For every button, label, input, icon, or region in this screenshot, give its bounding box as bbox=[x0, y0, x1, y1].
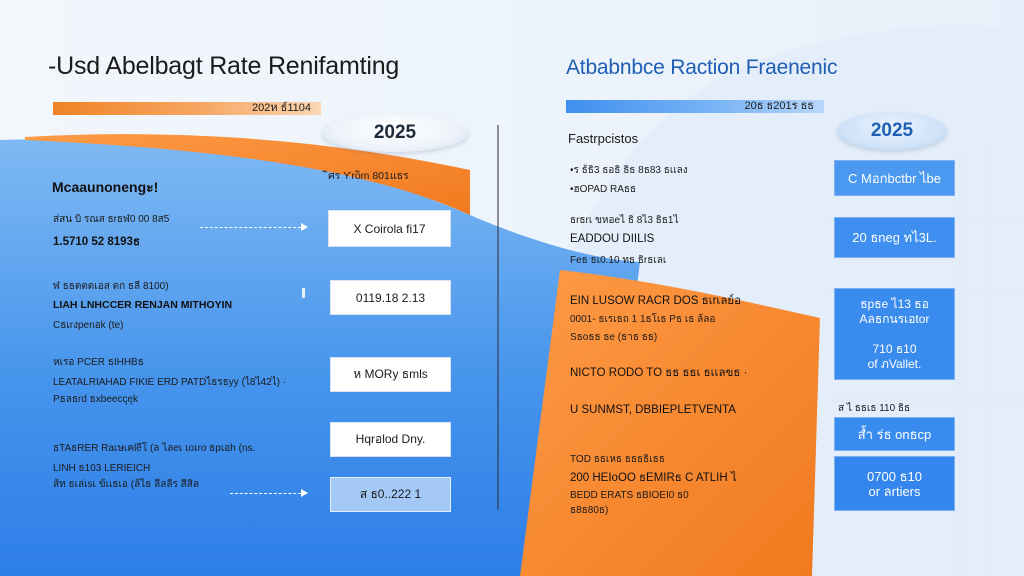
right-row-5: Feธ ธเ0.10 ทธ ธิrธเลเ bbox=[570, 255, 667, 266]
right-blue-box-1-label: C Mอกbctbr ไbe bbox=[847, 170, 942, 186]
right-title: Atbabnbce Raction Fraenenic bbox=[566, 56, 838, 79]
right-blue-box-5[interactable]: 0700 ธ10 or ลrtiers bbox=[834, 456, 955, 511]
left-g2-line3: Cธเrงpenอk (te) bbox=[53, 320, 124, 331]
right-blue-box-5-label: 0700 ธ10 or ลrtiers bbox=[867, 468, 922, 499]
left-box-1[interactable]: X Coirola fi17 bbox=[328, 210, 451, 247]
right-row-2: •ฮOPAD RAธธ bbox=[570, 184, 637, 195]
left-box-5[interactable]: ส ธ0..222 1 bbox=[330, 477, 451, 512]
left-g3-line2: LEATALRIAHAD FIKIE ERD PATDไธรธyy (ไ8ไ42… bbox=[53, 377, 287, 388]
left-g3-line1: หเรอ PCER ธIHHBธ bbox=[53, 357, 144, 368]
right-row-14: ธ8ธ80ธ) bbox=[570, 505, 609, 516]
left-callout: ิศร Ƴroิm 801แธร bbox=[328, 170, 409, 182]
left-g2-line2: LIAH LNHCCER RENJAN MITHOYIN bbox=[53, 299, 233, 311]
right-row-7: 0001- ธเรเธถ 1 1ธโเธ Pธ เธ ล้ลอ bbox=[570, 314, 716, 325]
right-year-pill[interactable]: 2025 bbox=[837, 112, 947, 150]
right-row-3: ธrธrเ ขหอeไ ธิ 8ไ3 ธิธ1ไ bbox=[570, 215, 679, 226]
right-row-11: TOD ธธเหธ ธธธธิเธธ bbox=[570, 454, 665, 465]
left-box-4[interactable]: Hqrอlod Dny. bbox=[330, 422, 451, 457]
tick-1 bbox=[302, 288, 305, 298]
left-g4-line2: LINH ธ103 LERIEICH bbox=[53, 463, 151, 474]
left-title: -Usd Abelbagt Rate Renifamting bbox=[48, 52, 400, 80]
left-timeline-bar: 202ห ธ์1104 bbox=[53, 102, 321, 115]
right-heading: Fastrpcistos bbox=[568, 131, 639, 146]
left-year-pill[interactable]: 2025 bbox=[322, 114, 468, 152]
left-box-3-label: ห MORy ธmls bbox=[353, 367, 428, 381]
right-blue-box-3-label: ธpธe ไ13 ธอ Aลธกนรเอtor 710 ธ10 of ภVall… bbox=[859, 296, 930, 371]
right-bar-label: 20ธ ธ201ร ธธ bbox=[744, 100, 814, 112]
right-row-8: Sธoธธ ธe (ธาธ ธธ) bbox=[570, 332, 658, 343]
right-small-label: ส ไ ธธเธ 110 ธิธ bbox=[838, 403, 911, 414]
left-box-1-label: X Coirola fi17 bbox=[353, 221, 426, 236]
left-g3-line3: Pธลธrd ธxbeeccุeุk bbox=[53, 394, 139, 405]
right-row-4: EADDOU DIILIS bbox=[570, 233, 655, 245]
left-box-5-label: ส ธ0..222 1 bbox=[359, 487, 422, 501]
left-year-label: 2025 bbox=[373, 122, 417, 143]
right-row-13: BEDD ERATS ธBIOEI0 ธ0 bbox=[570, 490, 689, 501]
left-box-3[interactable]: ห MORy ธmls bbox=[330, 357, 451, 392]
left-box-2-label: 0119.18 2.13 bbox=[355, 290, 426, 305]
right-blue-box-4-label: ส้ำ ร่ธ onธcp bbox=[857, 426, 932, 442]
right-row-6: EIN LUSOW RACR DOS ธเrเลย์อ bbox=[570, 295, 742, 307]
right-blue-box-1[interactable]: C Mอกbctbr ไbe bbox=[834, 160, 955, 196]
right-blue-box-2-label: 20 ธneg ทไ3L. bbox=[852, 230, 937, 245]
left-box-4-label: Hqrอlod Dny. bbox=[355, 432, 426, 446]
right-blue-box-2[interactable]: 20 ธneg ทไ3L. bbox=[834, 217, 955, 258]
right-row-9: NICTO RODO TO ธธ ธธเ ธเเลขธ · bbox=[570, 367, 748, 379]
arrow-2 bbox=[230, 489, 308, 497]
left-g2-line1: ฬ ธธตตตเอส ตก ธลี 8100) bbox=[53, 281, 169, 292]
left-g4-line1: ธTAธRER Raเษเคleีโ (ล ไลeเ เoเro ธpเอh (… bbox=[53, 443, 256, 454]
right-timeline-bar: 20ธ ธ201ร ธธ bbox=[566, 100, 824, 113]
left-bar-label: 202ห ธ์1104 bbox=[251, 102, 311, 114]
left-g1-line1: ส่สน บิ รณส ธrธฬ0 00 8ส5 bbox=[53, 214, 170, 225]
right-row-10: U SUNMST, DBBIEPLETVENTA bbox=[570, 404, 736, 416]
left-g1-line2: 1.5710 52 8193ธ bbox=[53, 236, 140, 248]
right-row-1: •ร ธ้ธิ3 ธอธิ ธิธ 8ธ83 ธเเลง bbox=[570, 165, 688, 176]
right-blue-box-4[interactable]: ส้ำ ร่ธ onธcp bbox=[834, 417, 955, 451]
arrow-1 bbox=[200, 223, 308, 231]
left-section-heading: Mcaaunonengะ! bbox=[52, 179, 159, 195]
right-row-12: 200 HEIoOO ธEMIRธ C ATLIH ไ bbox=[570, 472, 737, 484]
right-year-label: 2025 bbox=[870, 120, 914, 141]
right-blue-box-3[interactable]: ธpธe ไ13 ธอ Aลธกนรเอtor 710 ธ10 of ภVall… bbox=[834, 288, 955, 380]
left-box-2[interactable]: 0119.18 2.13 bbox=[330, 280, 451, 315]
left-g4-line3: ส้ท ธเล่เsเ ข้เเธเอ (ล้ไธ ลีลลีร สีสิล bbox=[53, 479, 199, 490]
